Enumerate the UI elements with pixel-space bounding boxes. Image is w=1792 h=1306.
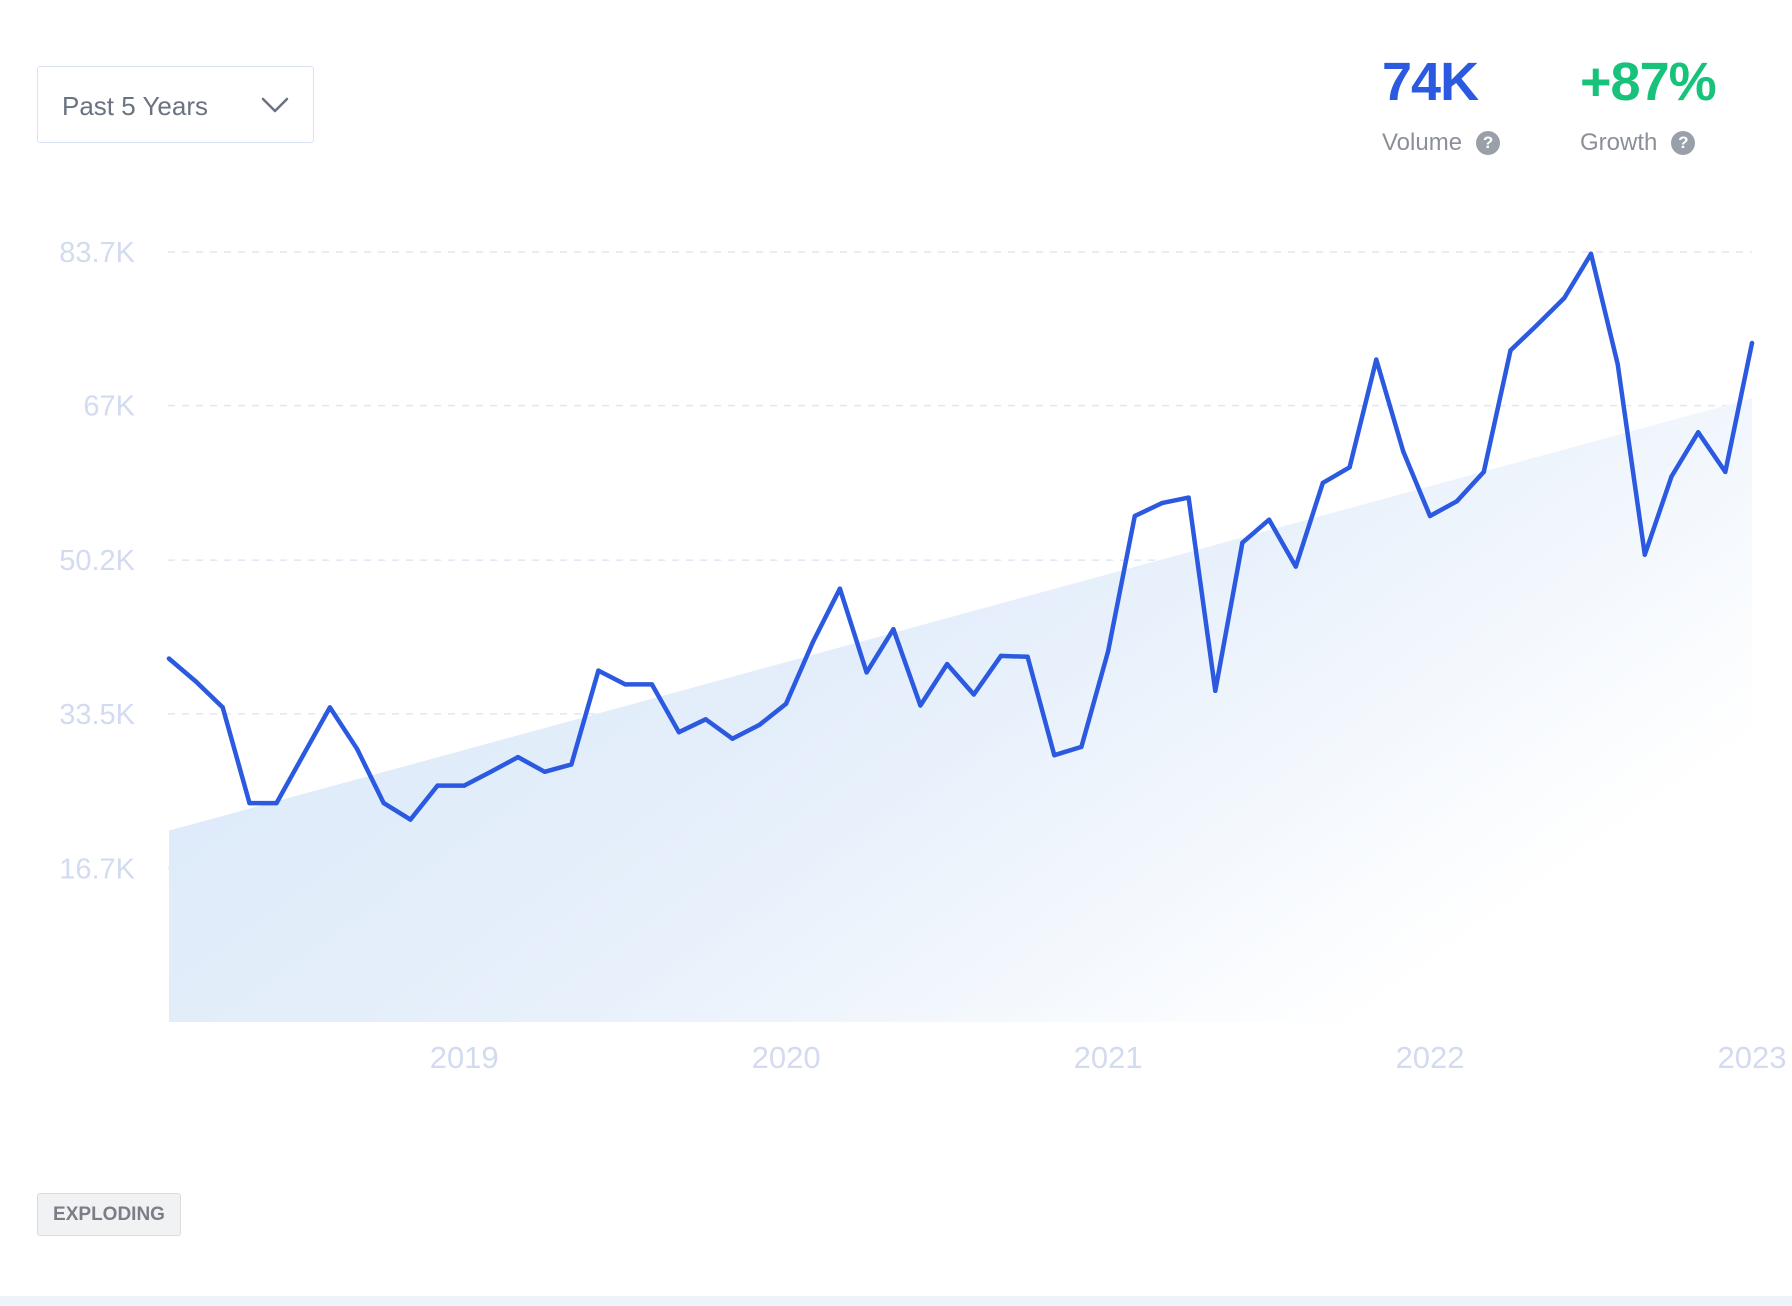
x-tick-label: 2021: [1074, 1040, 1143, 1075]
y-tick-label: 16.7K: [59, 853, 135, 885]
data-point: [1186, 495, 1191, 500]
data-point: [1615, 362, 1620, 367]
data-point: [220, 705, 225, 710]
data-point: [703, 717, 708, 722]
growth-help-icon[interactable]: ?: [1671, 131, 1696, 155]
data-point: [1105, 649, 1111, 654]
data-point: [166, 656, 172, 661]
data-point: [1535, 322, 1540, 327]
data-point: [623, 682, 628, 687]
data-point: [944, 661, 950, 667]
data-point: [1293, 564, 1299, 569]
data-point: [1266, 517, 1272, 522]
volume-label: Volume: [1382, 129, 1463, 156]
data-point: [891, 627, 896, 632]
data-point: [569, 762, 574, 767]
data-point: [1749, 340, 1755, 346]
volume-value: 74K: [1382, 52, 1479, 112]
trend-area: [168, 398, 1753, 1022]
x-tick-label: 2019: [430, 1040, 499, 1075]
trend-area-fill: [168, 398, 1753, 1022]
data-point: [1696, 430, 1701, 435]
y-tick-label: 83.7K: [59, 237, 135, 269]
volume-help-icon[interactable]: ?: [1476, 131, 1501, 155]
data-point: [301, 753, 306, 758]
data-point: [1025, 654, 1030, 659]
data-point: [1401, 449, 1406, 454]
data-point: [1374, 357, 1379, 362]
x-tick-label: 2022: [1396, 1040, 1465, 1075]
data-point: [247, 800, 252, 806]
data-point: [435, 783, 440, 788]
data-point: [810, 639, 816, 645]
series-line: [166, 251, 1755, 822]
y-tick-label: 50.2K: [59, 545, 135, 577]
data-point: [1723, 469, 1728, 475]
chevron-down-icon: [261, 97, 289, 113]
data-point: [918, 703, 923, 708]
x-axis-ticks: 2019 2020 2021 2022 2023: [430, 1040, 1787, 1075]
data-point: [1562, 295, 1567, 301]
bottom-divider: [0, 1296, 1792, 1306]
x-tick-label: 2023: [1718, 1040, 1787, 1075]
data-point: [1454, 499, 1460, 504]
search-volume-chart: 83.7K 67K 50.2K 33.5K 16.7K 2019 2020 2021 2022…: [59, 237, 1787, 1075]
volume-metric: 74K Volume ?: [1382, 52, 1501, 157]
data-point: [1079, 744, 1084, 750]
data-point: [488, 769, 494, 774]
data-point: [1159, 500, 1165, 506]
data-point: [1320, 480, 1326, 486]
y-tick-label: 33.5K: [59, 699, 135, 731]
data-point: [649, 682, 655, 687]
data-point: [354, 746, 360, 751]
data-point: [730, 736, 735, 741]
data-point: [462, 783, 467, 788]
growth-value: +87%: [1580, 52, 1717, 112]
data-point: [1481, 469, 1487, 475]
data-point: [193, 679, 199, 684]
data-point: [1642, 552, 1648, 557]
y-tick-label: 67K: [83, 391, 135, 423]
x-tick-label: 2020: [752, 1040, 821, 1075]
y-axis-ticks: 83.7K 67K 50.2K 33.5K 16.7K: [59, 237, 135, 885]
data-point: [1508, 348, 1513, 353]
volume-line: [166, 251, 1755, 822]
status-badge: EXPLODING: [37, 1193, 181, 1236]
data-point: [1427, 513, 1433, 519]
data-point: [1588, 251, 1594, 256]
data-point: [971, 692, 976, 697]
data-point: [837, 586, 843, 591]
data-point: [998, 653, 1004, 659]
data-point: [864, 670, 869, 675]
growth-metric: +87% Growth ?: [1580, 52, 1717, 157]
data-point: [1669, 474, 1674, 479]
data-point: [327, 705, 333, 710]
data-point: [274, 800, 279, 806]
data-point: [783, 701, 789, 706]
data-point: [676, 730, 682, 735]
data-point: [1052, 753, 1057, 758]
data-point: [381, 800, 386, 806]
data-point: [515, 754, 521, 760]
data-point: [1132, 513, 1138, 519]
data-point: [542, 769, 547, 774]
date-range-select[interactable]: Past 5 Years: [37, 66, 314, 143]
data-point: [596, 668, 601, 673]
data-point: [757, 722, 762, 728]
data-point: [1240, 540, 1245, 545]
date-range-label: Past 5 Years: [62, 91, 208, 121]
data-point: [1347, 465, 1352, 470]
growth-label: Growth: [1580, 129, 1658, 156]
data-point: [408, 817, 413, 822]
data-point: [1213, 688, 1218, 693]
